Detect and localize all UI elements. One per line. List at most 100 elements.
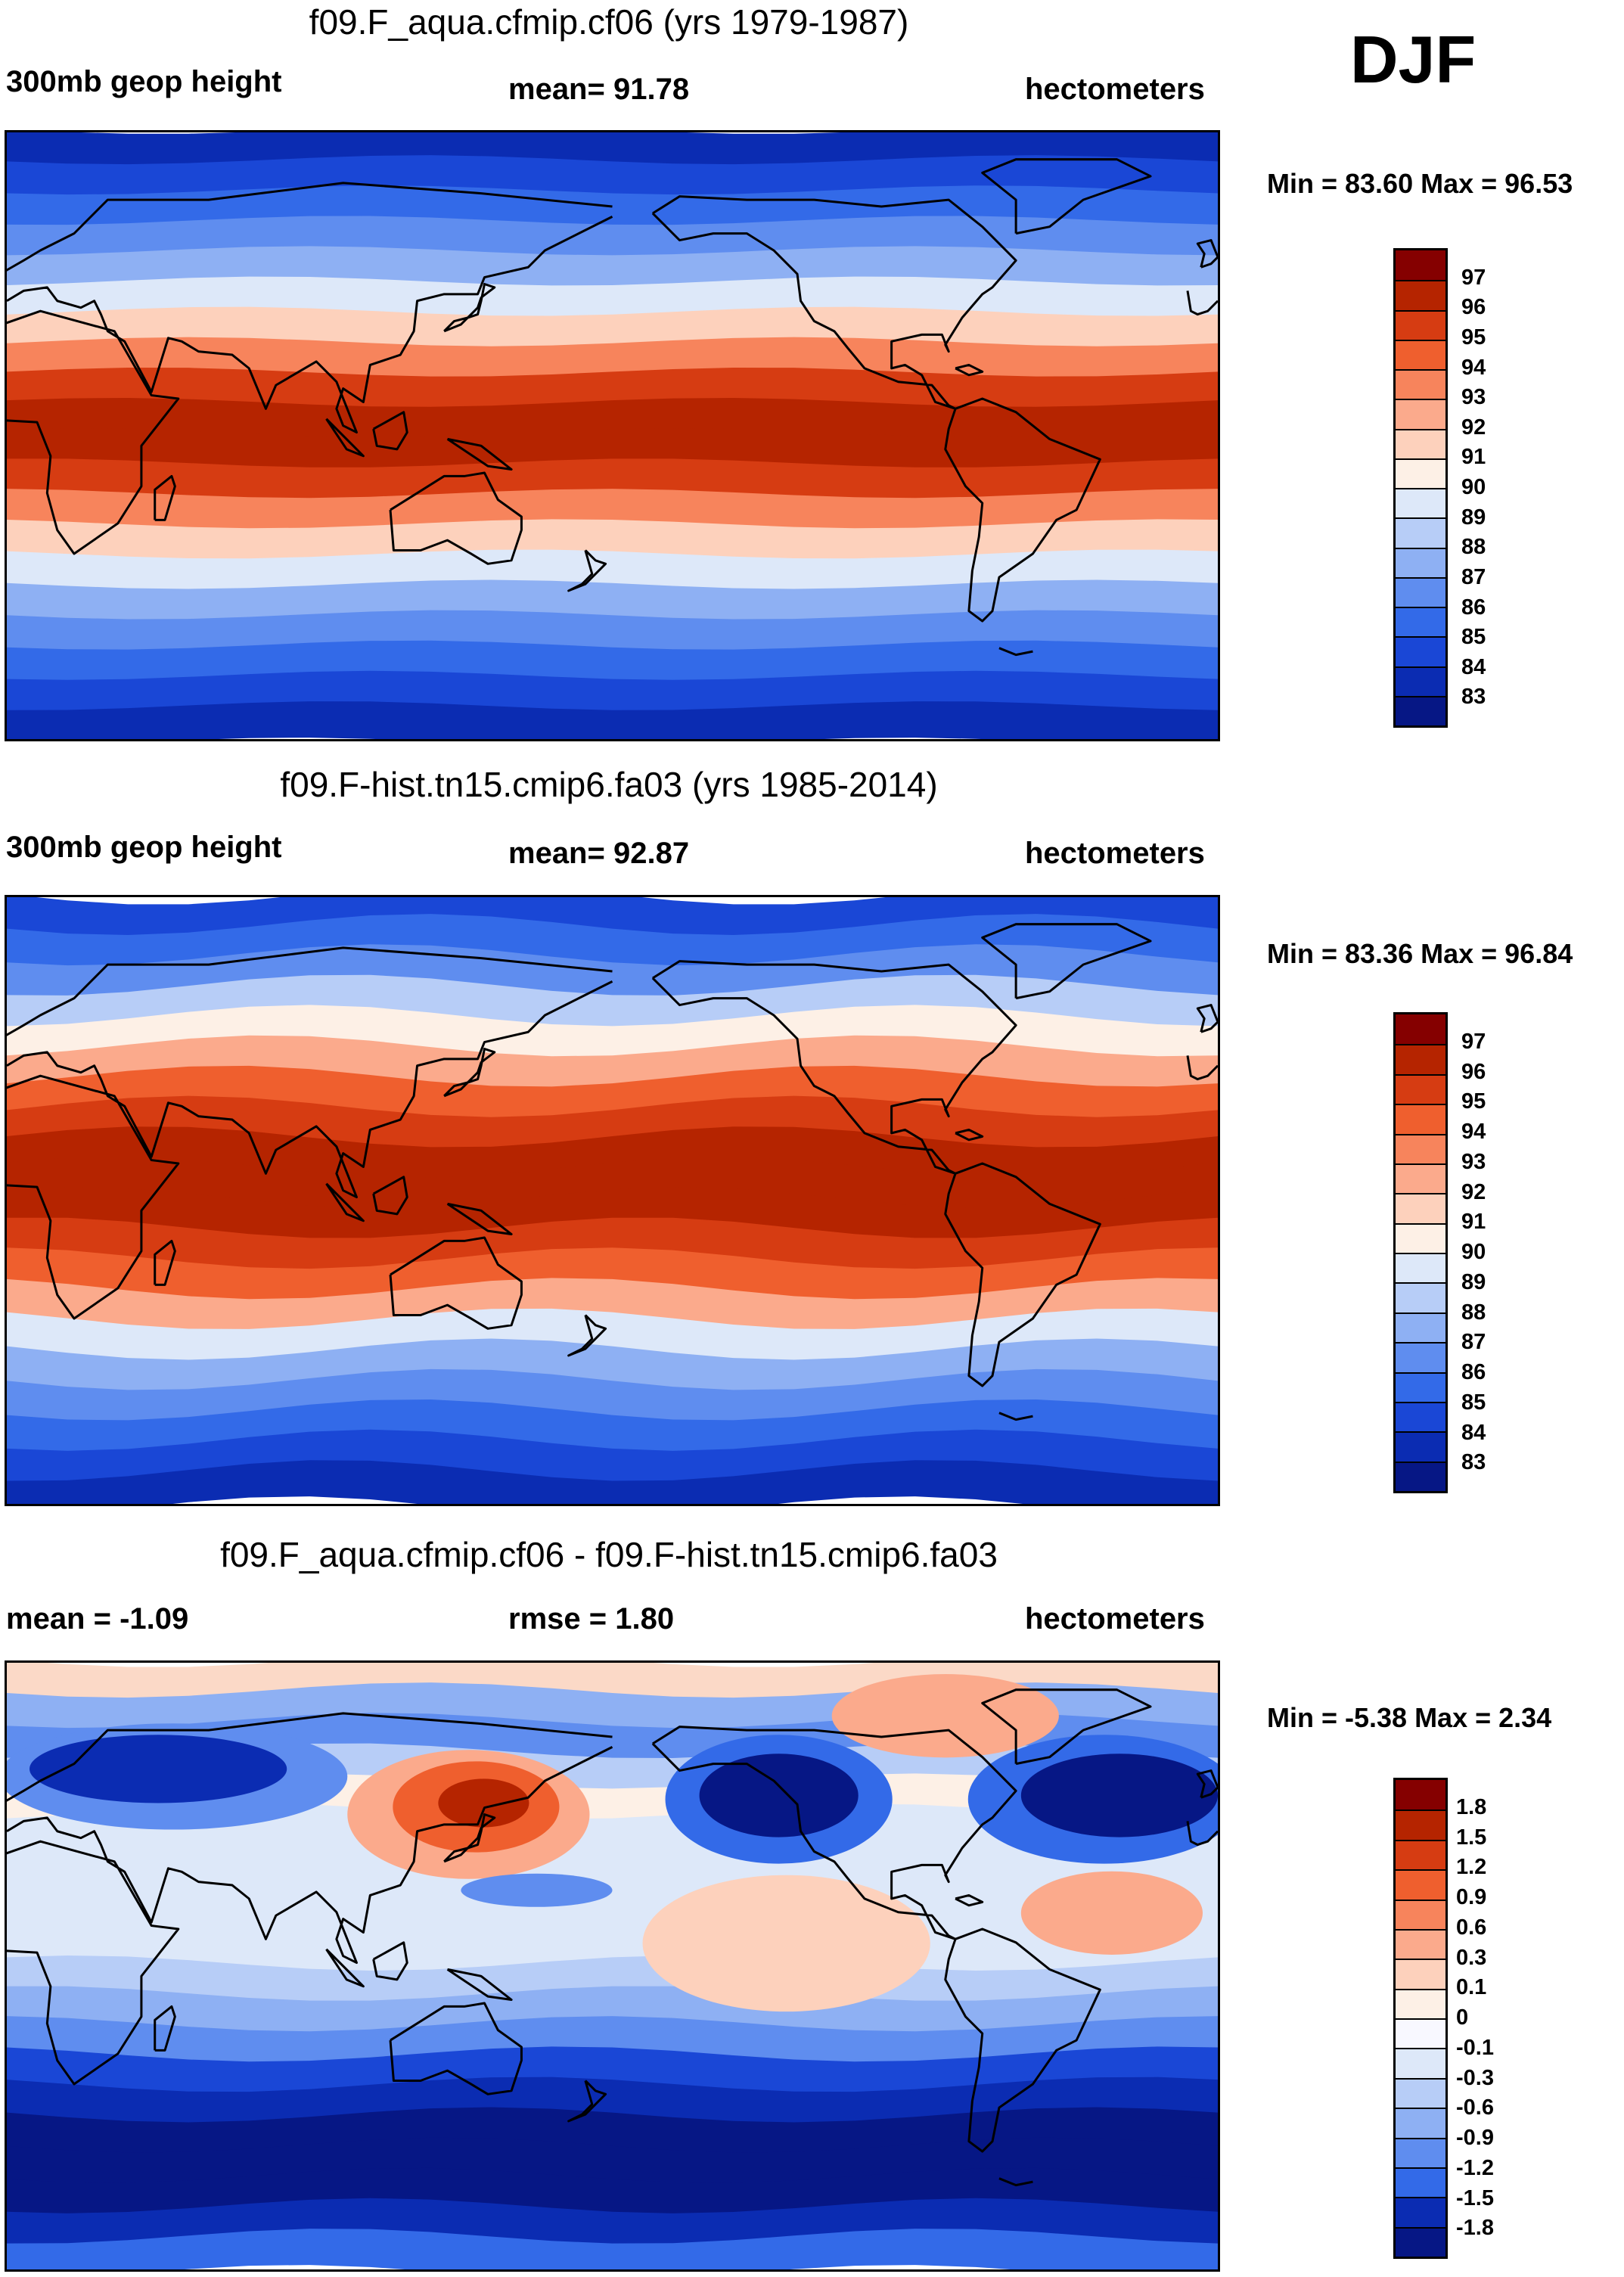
panel-3-coastlines [7, 1688, 1218, 2187]
colorbar-tick-label: 89 [1461, 505, 1486, 530]
colorbar-tick-label: 83 [1461, 685, 1486, 710]
colorbar-tick-label: 86 [1461, 1360, 1486, 1384]
colorbar-tick-label: -1.5 [1456, 2185, 1494, 2210]
colorbar-tick-label: 88 [1461, 1300, 1486, 1325]
colorbar-tick-label: 90 [1461, 1240, 1486, 1264]
colorbar-swatch [1396, 2048, 1445, 2078]
contour-band [7, 914, 1218, 972]
colorbar-tick-label: 90 [1461, 475, 1486, 499]
contour-band [7, 1156, 1218, 1215]
colorbar-swatch [1396, 2018, 1445, 2049]
colorbar-swatch [1396, 1431, 1445, 1462]
colorbar-tick-label: 92 [1461, 1179, 1486, 1204]
contour-band [7, 2016, 1218, 2068]
contour-band [7, 1308, 1218, 1366]
contour-band [7, 2167, 1218, 2220]
colorbar-swatch [1396, 1133, 1445, 1163]
panel-2-colorbar-labels: 97 96 95 94 93 92 91 90 89 88 87 86 85 84 83 [1461, 1012, 1522, 1493]
colorbar-tick-label: 95 [1461, 325, 1486, 349]
colorbar-swatch [1396, 280, 1445, 310]
contour-band [7, 944, 1218, 1002]
colorbar-swatch [1396, 1253, 1445, 1283]
colorbar-tick-label: 94 [1461, 1120, 1486, 1144]
contour-band [7, 397, 1218, 444]
colorbar-tick-label: 96 [1461, 1059, 1486, 1084]
colorbar-swatch [1396, 2137, 1445, 2167]
anomaly-cold-eurasia-core [29, 1735, 287, 1803]
colorbar-tick-label: 0.3 [1456, 1945, 1487, 1970]
panel-3-title: f09.F_aqua.cfmip.cf06 - f09.F-hist.tn15.… [220, 1535, 998, 1574]
panel-3-contour-bands [7, 1663, 1218, 2269]
colorbar-tick-label: 87 [1461, 1330, 1486, 1355]
colorbar-tick-label: 91 [1461, 1210, 1486, 1235]
colorbar-swatch [1396, 1401, 1445, 1432]
panel-3-units-label: hectometers [1025, 1602, 1205, 1636]
contour-band [7, 1429, 1218, 1487]
colorbar-tick-label: 1.8 [1456, 1794, 1487, 1819]
contour-band [7, 2046, 1218, 2098]
colorbar-swatch [1396, 1073, 1445, 1104]
panel-1-colorbar [1393, 248, 1448, 728]
colorbar-tick-label: -0.3 [1456, 2065, 1494, 2090]
colorbar-swatch [1396, 607, 1445, 637]
colorbar-tick-label: 86 [1461, 595, 1486, 620]
contour-band [7, 974, 1218, 1033]
contour-band [7, 701, 1218, 739]
contour-band [7, 1399, 1218, 1457]
panel-2-variable-label: 300mb geop height [6, 831, 282, 864]
anomaly-warm-greenland [831, 1674, 1059, 1758]
contour-band [7, 1955, 1218, 2007]
colorbar-tick-label: 85 [1461, 1390, 1486, 1415]
colorbar-tick-label: -1.2 [1456, 2155, 1494, 2180]
colorbar-tick-label: 0.6 [1456, 1915, 1487, 1940]
panel-3-minmax: Min = -5.38 Max = 2.34 [1267, 1702, 1552, 1733]
colorbar-tick-label: -1.8 [1456, 2216, 1494, 2241]
colorbar-tick-label: 93 [1461, 1149, 1486, 1174]
colorbar-tick-label: 89 [1461, 1269, 1486, 1294]
contour-band [7, 579, 1218, 626]
panel-3-rmse-label: rmse = 1.80 [508, 1602, 675, 1636]
colorbar-tick-label: 97 [1461, 1029, 1486, 1054]
panel-1-contour-bands [7, 132, 1218, 739]
panel-2-title: f09.F-hist.tn15.cmip6.fa03 (yrs 1985-201… [280, 765, 938, 804]
panel-1-variable-label: 300mb geop height [6, 65, 282, 98]
colorbar-swatch [1396, 1014, 1445, 1045]
colorbar-tick-label: 91 [1461, 445, 1486, 470]
season-label: DJF [1350, 22, 1477, 97]
colorbar-tick-label: 1.2 [1456, 1855, 1487, 1880]
colorbar-swatch [1396, 1809, 1445, 1840]
colorbar-swatch [1396, 1163, 1445, 1194]
panel-2-coastlines [7, 923, 1218, 1421]
colorbar-tick-label: 84 [1461, 654, 1486, 679]
panel-2-contour-bands [7, 897, 1218, 1504]
colorbar-swatch [1396, 1869, 1445, 1900]
colorbar-swatch [1396, 488, 1445, 518]
contour-band [7, 897, 1218, 942]
contour-band [7, 1126, 1218, 1184]
anomaly-warm-atlantic [1020, 1871, 1203, 1955]
anomaly-cold-north-pacific-core [699, 1754, 859, 1837]
colorbar-swatch [1396, 2226, 1445, 2257]
contour-band [7, 458, 1218, 505]
colorbar-tick-label: 97 [1461, 265, 1486, 290]
colorbar-swatch [1396, 517, 1445, 548]
colorbar-swatch [1396, 1928, 1445, 1959]
panel-2-minmax: Min = 83.36 Max = 96.84 [1267, 938, 1573, 969]
anomaly-warm-east-asia-peak [438, 1778, 529, 1828]
panel-2-colorbar [1393, 1012, 1448, 1493]
colorbar-swatch [1396, 309, 1445, 340]
colorbar-tick-label: 1.5 [1456, 1825, 1487, 1850]
colorbar-tick-label: 0.9 [1456, 1885, 1487, 1909]
colorbar-tick-label: 92 [1461, 415, 1486, 440]
colorbar-swatch [1396, 1899, 1445, 1929]
contour-band [7, 549, 1218, 595]
colorbar-swatch [1396, 636, 1445, 666]
contour-band [7, 1278, 1218, 1335]
colorbar-swatch [1396, 1342, 1445, 1372]
colorbar-swatch [1396, 1282, 1445, 1312]
contour-band [7, 1460, 1218, 1504]
panel-1-colorbar-labels: 97 96 95 94 93 92 91 90 89 88 87 86 85 84 83 [1461, 248, 1522, 728]
contour-band [7, 427, 1218, 474]
colorbar-swatch [1396, 2167, 1445, 2198]
colorbar-swatch [1396, 1104, 1445, 1134]
